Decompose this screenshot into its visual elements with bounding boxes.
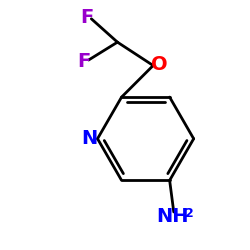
Text: N: N bbox=[82, 129, 98, 148]
Text: F: F bbox=[77, 52, 90, 70]
Text: NH: NH bbox=[156, 208, 189, 227]
Text: O: O bbox=[151, 55, 168, 74]
Text: 2: 2 bbox=[185, 206, 194, 220]
Text: F: F bbox=[80, 8, 93, 27]
